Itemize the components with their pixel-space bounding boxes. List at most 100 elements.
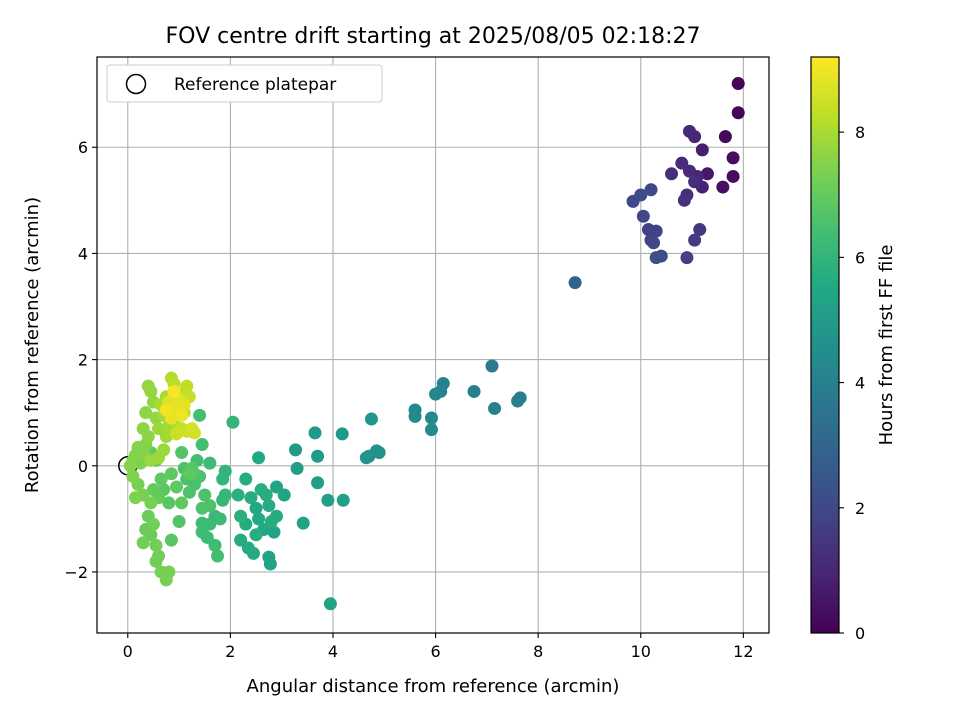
data-point (511, 394, 525, 408)
data-point (649, 251, 663, 265)
legend: Reference platepar (106, 64, 383, 103)
data-point (175, 408, 189, 422)
data-point (149, 538, 163, 552)
data-point (231, 488, 245, 502)
data-point (162, 496, 176, 510)
data-point (216, 493, 230, 507)
data-point (208, 538, 222, 552)
data-point (193, 408, 207, 422)
data-point (144, 384, 158, 398)
data-point (195, 438, 209, 452)
data-point (665, 167, 679, 181)
data-point (249, 501, 263, 515)
data-point (429, 387, 443, 401)
data-point (164, 533, 178, 547)
data-point (264, 515, 278, 529)
y-tick-label: 4 (78, 244, 88, 263)
x-axis-ticks: 0 2 4 6 8 10 12 (123, 633, 754, 661)
data-point (408, 409, 422, 423)
data-point (267, 525, 281, 539)
data-point (216, 472, 230, 486)
data-point (246, 546, 260, 560)
colorbar-ticks: 0 2 4 6 8 (839, 123, 865, 643)
data-point (252, 512, 266, 526)
x-tick-label: 4 (328, 642, 338, 661)
data-point (211, 549, 225, 563)
data-point (647, 236, 661, 250)
data-point (682, 124, 696, 138)
y-tick-label: −2 (64, 563, 88, 582)
data-point (700, 167, 714, 181)
data-point (262, 499, 276, 513)
data-point (136, 422, 150, 436)
data-point (159, 403, 173, 417)
colorbar-tick-label: 4 (855, 374, 865, 393)
data-point (716, 180, 730, 194)
data-point (424, 423, 438, 437)
data-point (123, 459, 137, 473)
data-point (693, 223, 707, 237)
data-point (136, 536, 150, 550)
data-point (634, 188, 648, 202)
data-point (680, 251, 694, 265)
colorbar-tick-label: 6 (855, 248, 865, 267)
data-point (321, 493, 335, 507)
data-point (364, 412, 378, 426)
data-point (688, 175, 702, 189)
x-tick-label: 2 (225, 642, 235, 661)
data-point (234, 509, 248, 523)
data-point (195, 501, 209, 515)
data-point (244, 491, 258, 505)
data-point (126, 469, 140, 483)
data-point (175, 496, 189, 510)
legend-entry-reference: Reference platepar (174, 75, 336, 95)
data-point (677, 193, 691, 207)
data-point (336, 493, 350, 507)
data-point (249, 528, 263, 542)
data-point (175, 446, 189, 460)
data-point (198, 488, 212, 502)
data-point (675, 156, 689, 170)
data-point (718, 130, 732, 144)
data-point (182, 485, 196, 499)
data-point (149, 554, 163, 568)
data-point (195, 516, 209, 530)
data-point (159, 573, 173, 587)
data-point (731, 106, 745, 120)
data-point (359, 451, 373, 465)
colorbar-tick-label: 0 (855, 624, 865, 643)
data-point (323, 597, 337, 611)
y-tick-label: 0 (78, 457, 88, 476)
legend-box (106, 64, 383, 103)
data-point (467, 384, 481, 398)
data-point (203, 456, 217, 470)
plot-frame (96, 56, 770, 634)
data-point (254, 483, 268, 497)
data-point (644, 183, 658, 197)
legend-marker-icon (125, 73, 147, 95)
y-tick-label: 6 (78, 138, 88, 157)
y-axis-label: Rotation from reference (arcmin) (22, 197, 43, 493)
data-point (182, 467, 196, 481)
data-point (139, 406, 153, 420)
data-point (568, 276, 582, 290)
data-point (311, 449, 325, 463)
y-tick-label: 2 (78, 351, 88, 370)
data-point (167, 384, 181, 398)
data-point (239, 472, 253, 486)
data-point (424, 411, 438, 425)
data-point (372, 446, 386, 460)
x-tick-label: 10 (631, 642, 651, 661)
x-axis-label: Angular distance from reference (arcmin) (247, 676, 620, 697)
data-point (263, 557, 277, 571)
data-point (159, 430, 173, 444)
data-point (128, 491, 142, 505)
colorbar (810, 56, 840, 634)
data-point (726, 151, 740, 165)
chart-title: FOV centre drift starting at 2025/08/05 … (166, 24, 701, 49)
data-point (636, 209, 650, 223)
data-point (485, 359, 499, 373)
x-tick-label: 12 (733, 642, 753, 661)
data-point (695, 143, 709, 157)
